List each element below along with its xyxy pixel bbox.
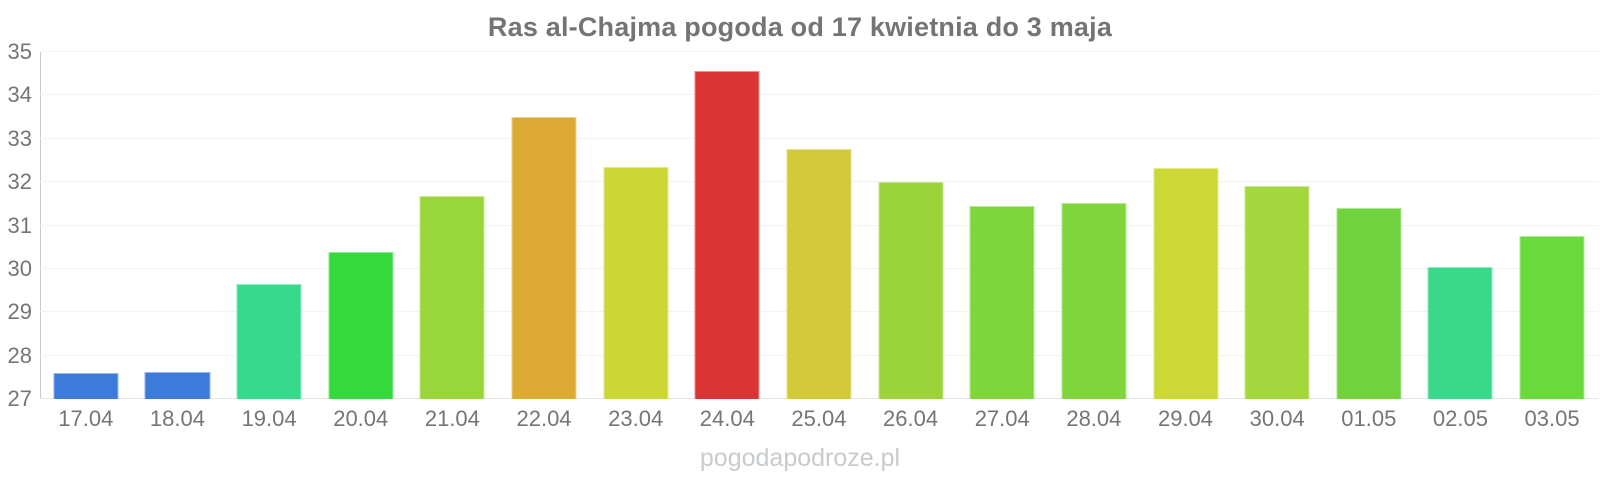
bar-column-28.04: [1048, 52, 1140, 399]
x-tick-label-03.05: 03.05: [1524, 406, 1580, 431]
bar-21.04[interactable]: [419, 196, 485, 399]
bar-01.05[interactable]: [1336, 208, 1402, 399]
bar-column-21.04: [407, 52, 499, 399]
y-tick-label-30: 30: [7, 255, 32, 281]
bar-column-24.04: [681, 52, 773, 399]
x-tick-label-17.04: 17.04: [58, 406, 114, 431]
y-tick-label-32: 32: [7, 169, 32, 195]
gridline-35: [40, 51, 1598, 52]
bar-column-25.04: [773, 52, 865, 399]
bar-column-17.04: [40, 52, 132, 399]
bar-27.04[interactable]: [969, 205, 1035, 399]
x-tick-label-01.05: 01.05: [1341, 406, 1397, 431]
bar-24.04[interactable]: [694, 70, 760, 399]
y-axis-line: [40, 52, 41, 399]
bar-19.04[interactable]: [236, 284, 302, 399]
gridline-33: [40, 137, 1598, 139]
y-tick-label-35: 35: [7, 39, 32, 64]
bar-column-30.04: [1231, 52, 1323, 399]
x-tick-label-23.04: 23.04: [608, 406, 664, 431]
bars-container: [40, 52, 1598, 399]
bar-28.04[interactable]: [1061, 203, 1127, 399]
bar-03.05[interactable]: [1519, 236, 1585, 399]
x-tick-label-29.04: 29.04: [1157, 406, 1214, 431]
bar-column-18.04: [132, 52, 224, 399]
bar-25.04[interactable]: [786, 148, 852, 399]
y-tick-label-28: 28: [7, 342, 32, 368]
bar-column-26.04: [865, 52, 957, 399]
bar-column-01.05: [1323, 52, 1415, 399]
bar-17.04[interactable]: [53, 372, 119, 399]
x-tick-label-28.04: 28.04: [1066, 406, 1122, 431]
x-tick-label-25.04: 25.04: [791, 406, 847, 431]
bar-column-27.04: [956, 52, 1048, 399]
bar-column-19.04: [223, 52, 315, 399]
bar-23.04[interactable]: [603, 166, 669, 399]
bar-26.04[interactable]: [878, 182, 944, 399]
bar-column-23.04: [590, 52, 682, 399]
bar-column-29.04: [1140, 52, 1232, 399]
x-tick-label-02.05: 02.05: [1432, 406, 1488, 431]
watermark: pogodapodroze.pl: [699, 444, 901, 472]
bar-column-20.04: [315, 52, 407, 399]
y-axis-labels: 27 28 29 30 31 32 33 34 35: [0, 41, 32, 410]
y-tick-label-34: 34: [7, 82, 32, 108]
gridline-34: [40, 94, 1598, 96]
bar-29.04[interactable]: [1152, 167, 1219, 399]
bar-column-02.05: [1415, 52, 1507, 399]
bar-30.04[interactable]: [1244, 186, 1310, 399]
x-tick-label-18.04: 18.04: [149, 406, 205, 431]
x-tick-label-27.04: 27.04: [974, 406, 1030, 431]
x-tick-label-30.04: 30.04: [1249, 406, 1305, 431]
chart-title: Ras al-Chajma pogoda od 17 kwietnia do 3…: [487, 12, 1113, 42]
y-tick-label-33: 33: [7, 125, 32, 151]
bar-02.05[interactable]: [1427, 266, 1493, 399]
bar-22.04[interactable]: [511, 117, 577, 399]
bar-column-03.05: [1506, 52, 1598, 399]
x-tick-label-21.04: 21.04: [424, 406, 480, 431]
y-tick-label-27: 27: [7, 386, 32, 411]
x-tick-label-22.04: 22.04: [516, 406, 572, 431]
y-tick-label-29: 29: [7, 299, 32, 325]
x-tick-label-20.04: 20.04: [333, 406, 389, 431]
x-tick-label-24.04: 24.04: [699, 406, 755, 431]
plot-area: [40, 51, 1598, 399]
x-axis-labels: 17.04 18.04 19.04 20.04 21.04 22.04 23.04 24.04…: [40, 406, 1598, 432]
bar-20.04[interactable]: [328, 251, 394, 399]
x-tick-label-19.04: 19.04: [241, 406, 297, 431]
y-tick-label-31: 31: [7, 212, 32, 238]
bar-18.04[interactable]: [144, 371, 210, 399]
bar-column-22.04: [498, 52, 590, 399]
x-tick-label-26.04: 26.04: [883, 406, 939, 431]
